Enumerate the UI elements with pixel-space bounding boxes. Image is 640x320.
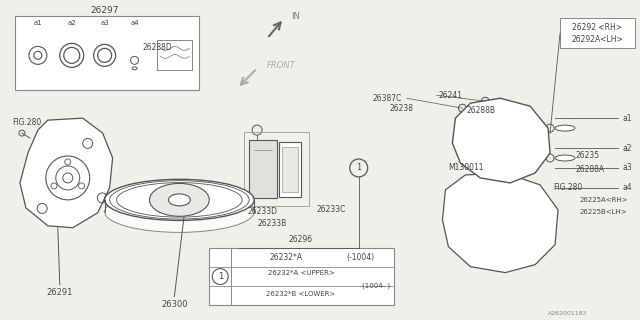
Text: FIG.280: FIG.280 [553,183,582,192]
Text: 26288B: 26288B [467,106,495,115]
Text: 26300: 26300 [161,300,188,309]
Bar [244,132,309,206]
Text: 26233C: 26233C [317,205,346,214]
Text: 1: 1 [356,164,362,172]
Text: 26292 <RH>: 26292 <RH> [572,23,622,32]
Text: 26241: 26241 [438,91,463,100]
Circle shape [487,125,523,161]
Circle shape [513,237,523,247]
Circle shape [477,202,488,212]
Text: a1: a1 [33,20,42,27]
Text: a2: a2 [623,144,632,153]
Polygon shape [452,98,550,183]
Text: a3: a3 [100,20,109,27]
Bar [249,140,277,198]
Text: 26292A<LH>: 26292A<LH> [571,35,623,44]
Text: 26288D: 26288D [143,43,172,52]
Text: a4: a4 [130,20,139,27]
Text: M130011: M130011 [449,164,484,172]
Ellipse shape [104,179,254,220]
Text: FRONT: FRONT [267,61,296,70]
Polygon shape [20,118,113,228]
Ellipse shape [104,191,254,232]
Text: a1: a1 [623,114,632,123]
Circle shape [481,97,490,105]
Text: FIG.280: FIG.280 [12,118,41,127]
Circle shape [477,115,533,171]
Ellipse shape [168,194,190,206]
Text: 26296: 26296 [289,235,313,244]
Ellipse shape [555,125,575,131]
Bar [209,248,394,306]
Text: 26233D: 26233D [247,207,277,216]
Circle shape [513,202,523,212]
Text: 1: 1 [218,272,223,281]
Ellipse shape [150,183,209,216]
Text: a3: a3 [623,164,632,172]
Text: 26288A: 26288A [576,165,605,174]
Bar [157,40,193,70]
Polygon shape [442,173,558,273]
Bar [560,19,635,48]
Text: 26235: 26235 [576,150,600,159]
Bar [282,147,298,192]
Bar [15,15,199,90]
Text: 26297: 26297 [90,6,119,15]
Text: 26232*B <LOWER>: 26232*B <LOWER> [266,291,335,297]
Text: a4: a4 [623,183,632,192]
Text: 26233B: 26233B [257,219,286,228]
Text: (-1004): (-1004) [347,253,375,262]
Text: 26232*A: 26232*A [269,253,303,262]
Text: 26232*A <UPPER>: 26232*A <UPPER> [268,270,334,276]
Circle shape [477,237,488,247]
Text: 26225B<LH>: 26225B<LH> [580,209,628,215]
Text: IN: IN [291,12,300,21]
Bar [279,142,301,197]
Text: 26225A<RH>: 26225A<RH> [580,197,628,203]
Text: a2: a2 [67,20,76,27]
Ellipse shape [555,155,575,161]
Text: 26238: 26238 [390,104,413,113]
Text: (1004- ): (1004- ) [362,283,390,290]
Text: 26291: 26291 [47,288,73,297]
Text: A262001183: A262001183 [548,311,588,316]
Circle shape [458,104,467,112]
Text: 26387C: 26387C [372,94,401,103]
